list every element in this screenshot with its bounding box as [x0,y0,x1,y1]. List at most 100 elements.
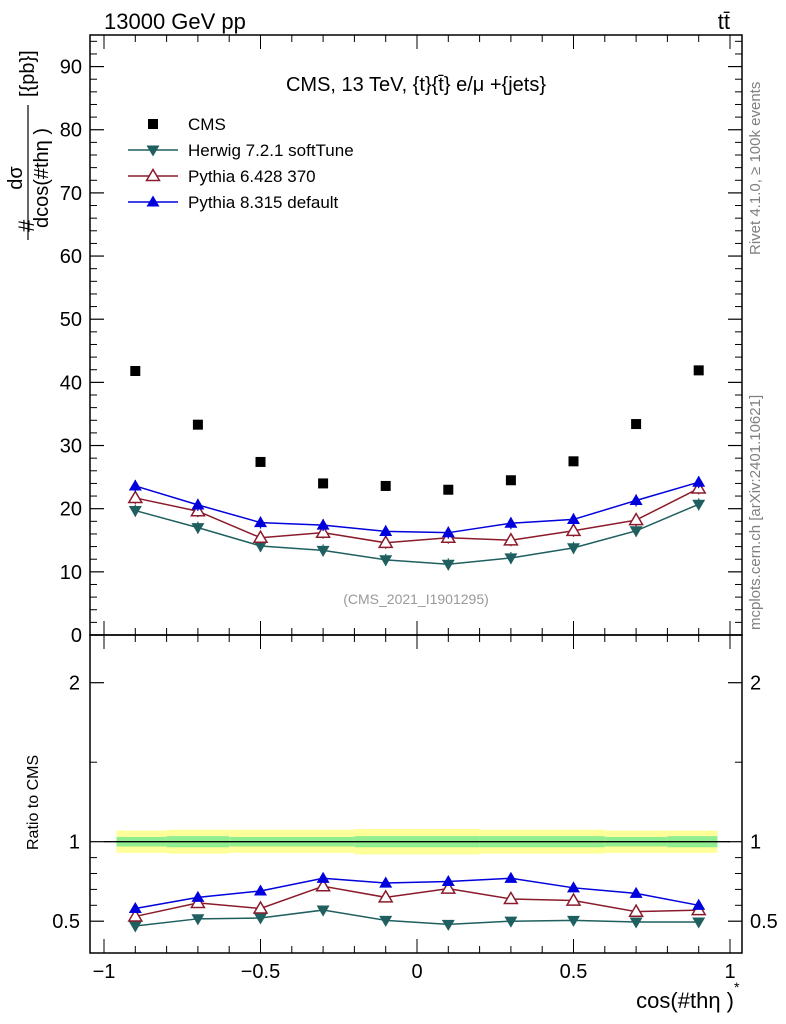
herwig-7-2-1-softtune-point [441,559,455,571]
pythia-6-428-370-line [135,487,700,544]
legend-label-cms: CMS [188,115,226,134]
ratio-y-tick-label-left: 0.5 [52,911,80,933]
ratio-pythia-6-428-370-point [440,880,457,894]
x-axis-label: cos(#thη ) [636,988,734,1013]
x-tick-label: 0 [411,961,422,983]
ratio-herwig-7-2-1-softtune-point [692,917,706,929]
ratio-pythia-8-315-default-line [135,877,699,910]
chart-title: CMS, 13 TeV, {t}{t̄} e/μ +{jets} [286,74,546,96]
legend-label-herwig-7-2-1-softtune: Herwig 7.2.1 softTune [188,141,354,160]
y-label-prefix: # [14,219,39,232]
y-tick-label: 20 [60,499,82,521]
herwig-7-2-1-softtune-point [629,526,643,538]
herwig-7-2-1-softtune-point [191,523,205,535]
ratio-herwig-7-2-1-softtune-point [629,917,643,929]
pythia-6-428-370-point [315,524,331,538]
ratio-pythia-8-315-default-point [316,871,330,883]
pythia-8-315-default-line [135,481,699,534]
ratio-herwig-7-2-1-softtune-point [379,915,393,927]
herwig-7-2-1-softtune-point [128,506,142,518]
pythia-8-315-default-point [379,524,393,536]
ratio-pythia-8-315-default-point [191,890,205,902]
herwig-7-2-1-softtune-point [692,499,706,511]
ratio-pythia-6-428-370-point [565,892,582,906]
cms-point [255,456,266,467]
herwig-7-2-1-softtune-point [379,555,393,567]
ratio-pythia-6-428-370-point [377,889,394,903]
ratio-pythia-6-428-370-point [190,894,206,909]
main-series-layer [127,365,707,571]
ratio-y-axis-label: Ratio to CMS [25,755,42,850]
x-tick-label: −1 [93,961,116,983]
rivet-version-label: Rivet 4.1.0, ≥ 100k events [747,82,764,255]
pythia-8-315-default-point [441,526,455,538]
herwig-7-2-1-softtune-point [254,541,267,553]
ratio-pythia-6-428-370-point [127,908,144,922]
ratio-pythia-8-315-default-point [379,876,393,888]
y-tick-label: 90 [60,57,82,79]
ratio-herwig-7-2-1-softtune-point [441,919,455,931]
process-label: tt̄ [718,9,730,34]
pythia-8-315-default-point [504,516,518,528]
pythia-6-428-370-point [503,532,519,546]
pythia-8-315-default-point [191,498,205,510]
x-tick-label: 1 [724,961,735,983]
pythia-8-315-default-point [567,512,580,524]
legend-marker-pythia-6-428-370 [145,168,161,182]
ratio-plot-frame [89,634,743,954]
pythia-6-428-370-point [377,534,394,549]
pythia-6-428-370-point [565,522,582,537]
ratio-panel: 0.5 0.5 1 1 2 2 −1 −0.5 0 0.5 1 Ratio to CMS [25,634,778,983]
pythia-8-315-default-point [692,475,706,487]
y-tick-label: 40 [60,372,82,394]
ratio-axis-ticks: 0.5 0.5 1 1 2 2 −1 −0.5 0 0.5 1 [52,635,778,983]
ratio-pythia-6-428-370-line [135,885,699,918]
y-tick-label: 30 [60,436,82,458]
herwig-7-2-1-softtune-point [316,545,330,557]
y-tick-label: 80 [60,120,82,142]
cms-point [380,480,391,491]
pythia-6-428-370-point [127,489,144,504]
herwig-7-2-1-softtune-line [135,503,699,566]
y-tick-label: 60 [60,246,82,268]
cms-point [318,478,329,489]
ratio-y-tick-label-right: 1 [750,832,761,854]
legend: CMS Herwig 7.2.1 softTune Pythia 6.428 370… [128,115,354,212]
y-tick-label: 0 [71,625,82,647]
cms-point [693,365,704,376]
legend-marker-cms [148,119,158,129]
herwig-7-2-1-softtune-point [567,543,580,555]
legend-label-pythia-8-315-default: Pythia 8.315 default [188,193,339,212]
ratio-herwig-7-2-1-softtune-line [135,909,699,927]
pythia-6-428-370-point [252,529,269,544]
ratio-pythia-8-315-default-point [441,874,455,886]
ratio-pythia-8-315-default-point [692,898,706,910]
x-axis-label-superscript: * [734,979,740,995]
pythia-8-315-default-point [629,493,643,506]
energy-label: 13000 GeV pp [104,9,246,34]
ratio-y-tick-label-right: 0.5 [750,911,778,933]
main-panel: 0 10 20 30 40 50 60 70 80 90 CMS, 13 TeV, {t}{t̄}… [5,34,743,647]
ratio-y-tick-label-left: 1 [69,832,80,854]
ratio-pythia-6-428-370-point [252,900,269,914]
ratio-pythia-8-315-default-point [567,881,580,893]
legend-marker-pythia-8-315-default [146,195,160,207]
ratio-pythia-8-315-default-point [504,871,518,883]
cms-point [192,419,203,430]
main-axis-ticks: 0 10 20 30 40 50 60 70 80 90 [60,35,742,647]
ratio-y-tick-label-right: 2 [750,673,761,695]
cms-point [631,419,642,430]
ratio-herwig-7-2-1-softtune-point [316,905,330,917]
cms-point [443,484,454,495]
y-label-unit: [{pb}] [17,50,39,97]
ratio-herwig-7-2-1-softtune-point [567,915,580,927]
ratio-pythia-8-315-default-point [254,884,267,896]
ratio-herwig-7-2-1-softtune-point [254,913,267,925]
main-y-axis-label: # dσ dcos(#thη ) [{pb}] [5,50,53,240]
y-tick-label: 10 [60,562,82,584]
pythia-8-315-default-point [316,518,330,530]
ratio-pythia-6-428-370-point [315,878,331,892]
herwig-7-2-1-softtune-point [504,553,518,565]
cms-point [505,475,516,486]
